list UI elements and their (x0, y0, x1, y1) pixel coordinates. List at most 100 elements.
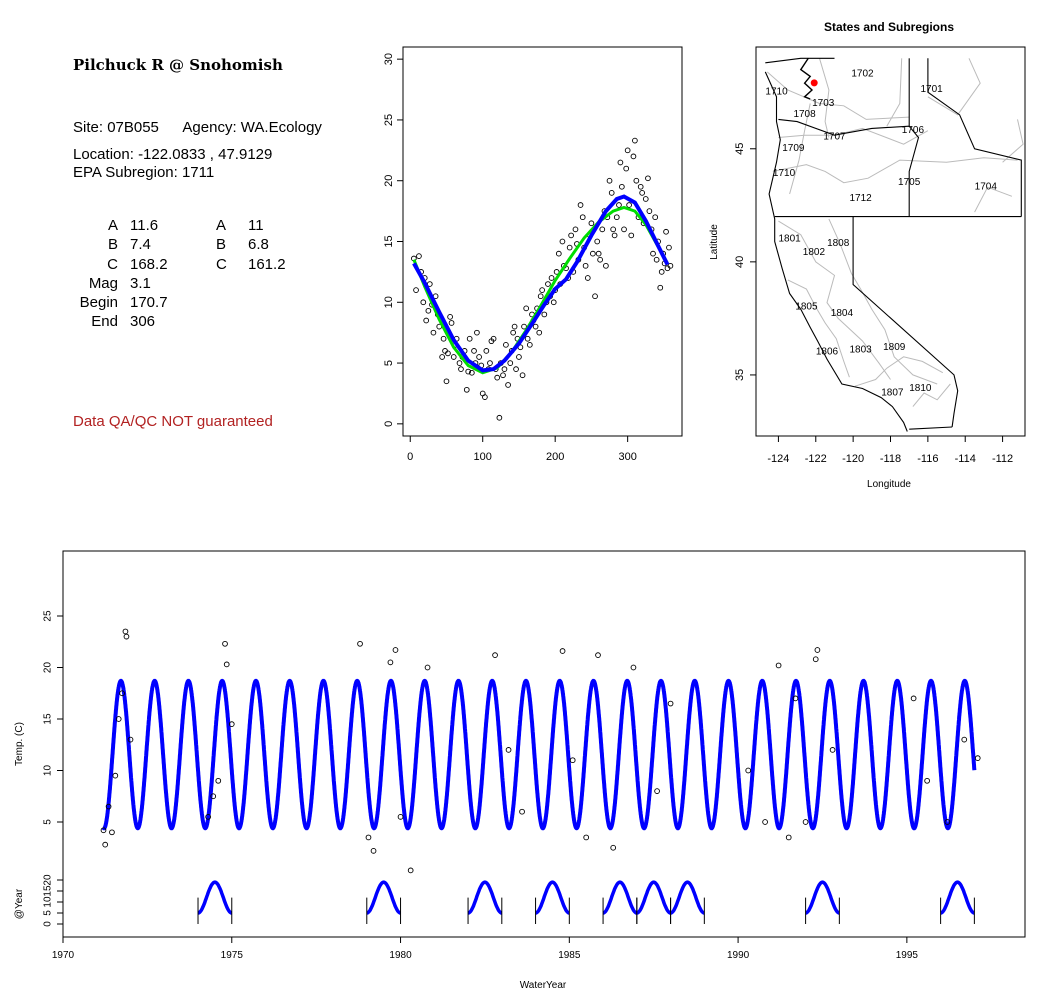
state-boundary (852, 216, 959, 428)
subregion-label: 1805 (795, 301, 818, 312)
data-point (658, 269, 665, 275)
subregion-boundary (772, 157, 1018, 184)
data-point (501, 366, 508, 372)
data-point (445, 350, 451, 357)
data-point (633, 177, 640, 184)
y2-tick-label: 5 (43, 910, 54, 916)
ts-data-point (812, 656, 819, 663)
param-value: 7.4 (130, 236, 151, 254)
subregion-label: 1808 (827, 238, 850, 249)
data-point (465, 368, 472, 375)
data-point (416, 253, 422, 259)
ts-data-point (102, 841, 109, 848)
data-point (413, 287, 419, 293)
data-point (613, 214, 620, 221)
data-point (637, 183, 644, 190)
ts-data-point (407, 867, 414, 874)
data-point (590, 250, 596, 257)
data-point (559, 238, 566, 245)
data-point (663, 228, 669, 235)
x-tick-label: 300 (618, 451, 636, 463)
data-point (448, 320, 455, 326)
state-boundary (927, 58, 1022, 217)
data-point (487, 360, 493, 366)
ts-ylabel: Temp. (C) (14, 722, 25, 766)
y-tick-label: 5 (383, 360, 395, 366)
ts-data-point (961, 736, 968, 743)
param-row: B 7.4 B 6.8 (60, 235, 308, 254)
annual-fit (805, 880, 840, 915)
subregion-boundary (819, 58, 830, 138)
data-point (532, 323, 539, 330)
ts-data-point (654, 788, 660, 794)
subregion-boundary (766, 71, 910, 120)
ts-fit-line (101, 678, 977, 831)
subregion-label: 1705 (898, 177, 921, 188)
ts-data-point (583, 834, 590, 841)
agency-value: WA.Ecology (240, 119, 322, 136)
subregion-label: 1809 (883, 342, 906, 353)
ts-data-point (392, 647, 399, 653)
ts-data-point (123, 633, 130, 640)
y-tick-label: 10 (383, 296, 395, 308)
data-point (524, 335, 531, 342)
data-point (624, 147, 631, 154)
ts-data-point (910, 695, 917, 702)
map-xlabel: Longitude (867, 479, 911, 490)
data-point (595, 250, 602, 257)
subregion-boundary (974, 186, 1013, 213)
subregion-label: 1704 (975, 181, 998, 192)
ts-xlabel: WaterYear (520, 980, 567, 991)
map-frame (755, 46, 1026, 437)
x-tick-label: 1995 (896, 950, 919, 961)
data-point (555, 250, 562, 257)
ts-data-point (745, 767, 752, 774)
subregion-line: EPA Subregion: 1711 (73, 163, 214, 182)
map-ylabel: Latitude (709, 224, 720, 260)
data-point (610, 226, 617, 233)
data-point (566, 244, 573, 251)
data-point (539, 287, 545, 293)
data-point (621, 226, 627, 233)
annual-fit (602, 880, 638, 915)
ts-data-point (974, 755, 981, 761)
subregion-label: 1802 (803, 247, 826, 258)
y-tick-label: 10 (43, 765, 54, 777)
data-point (440, 335, 447, 342)
ts-data-point (630, 664, 637, 671)
ts-data-point (223, 661, 230, 668)
ts-data-point (595, 652, 601, 658)
subregion-label: 1712 (849, 193, 872, 204)
y-tick-label: 0 (383, 421, 395, 427)
data-point (423, 317, 430, 324)
ts-data-point (829, 747, 836, 753)
x-tick-label: 200 (546, 451, 564, 463)
data-point (572, 226, 579, 233)
param-value: 3.1 (130, 274, 151, 292)
param-label: B (107, 236, 118, 254)
param-row: Begin 170.7 (60, 293, 308, 312)
qa-disclaimer: Data QA/QC NOT guaranteed (73, 413, 273, 430)
data-point (521, 323, 527, 330)
annual-fit (467, 880, 503, 915)
data-point (526, 341, 533, 348)
ts-data-point (387, 659, 394, 666)
x-tick-label: 1980 (389, 950, 412, 961)
data-point (466, 335, 473, 342)
ts-data-point (228, 721, 235, 728)
param-label: A (107, 217, 118, 234)
data-point (588, 220, 595, 227)
data-point (474, 329, 480, 336)
ts-data-point (370, 847, 377, 854)
ts-data-point (205, 813, 211, 820)
ts-frame (62, 550, 1026, 938)
data-point (597, 256, 603, 263)
ts-ylabel2: @Year (14, 888, 25, 919)
x-tick-label: -116 (917, 453, 938, 465)
site-title: Pilchuck R @ Snohomish (73, 56, 283, 74)
data-point (420, 299, 427, 306)
param-value-2: 6.8 (248, 236, 269, 254)
ts-data-point (365, 834, 372, 841)
ts-data-point (792, 695, 799, 702)
